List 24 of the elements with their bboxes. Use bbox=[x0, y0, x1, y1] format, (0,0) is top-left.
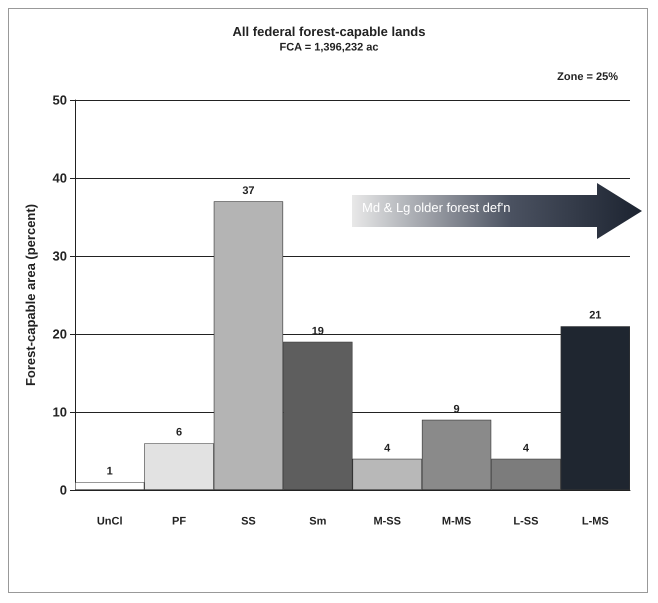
data-label: 6 bbox=[176, 426, 182, 439]
text: Zone = 25% bbox=[557, 71, 618, 83]
x-tick-label: M-SS bbox=[373, 516, 401, 528]
data-label: 37 bbox=[242, 184, 255, 197]
data-label: 1 bbox=[106, 466, 113, 478]
y-tick-label: 50 bbox=[52, 92, 67, 108]
y-tick-label: 0 bbox=[60, 482, 67, 498]
chart-subtitle: FCA = 1,396,232 ac bbox=[280, 42, 378, 54]
x-tick-label: SS bbox=[241, 516, 256, 528]
y-tick-label: 30 bbox=[52, 248, 67, 264]
y-axis-title: Forest-capable area (percent) bbox=[23, 204, 38, 386]
y-tick-label: 10 bbox=[52, 404, 67, 420]
x-tick-label: PF bbox=[172, 516, 186, 528]
data-label: 21 bbox=[589, 310, 602, 322]
y-tick-label: 20 bbox=[52, 326, 67, 342]
x-tick-label: UnCl bbox=[96, 516, 123, 528]
chart-title: All federal forest-capable lands bbox=[232, 24, 426, 39]
data-label: 4 bbox=[522, 442, 530, 454]
x-tick-label: L-MS bbox=[582, 516, 609, 528]
y-tick-label: 40 bbox=[52, 170, 67, 186]
x-tick-label: Sm bbox=[309, 516, 327, 528]
data-label: 4 bbox=[384, 442, 392, 454]
x-tick-label: L-SS bbox=[513, 516, 538, 528]
x-tick-label: M-MS bbox=[442, 516, 472, 528]
